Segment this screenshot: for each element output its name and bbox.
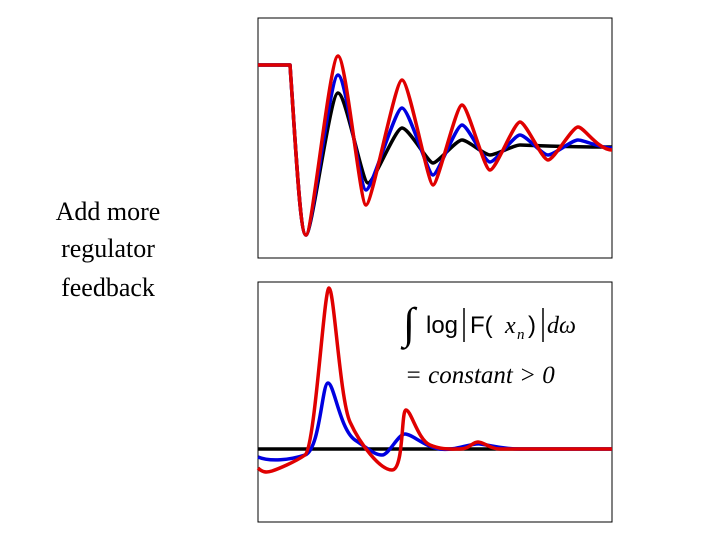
formula-sub: n <box>517 327 525 343</box>
formula-x: x <box>504 313 516 339</box>
label-line: feedback <box>61 273 155 302</box>
top-panel <box>257 17 613 259</box>
formula-log: log <box>426 312 458 339</box>
curve-red <box>256 286 612 474</box>
formula-f: F( <box>470 312 493 339</box>
curve-red <box>258 54 613 237</box>
formula-close: ) <box>528 312 536 339</box>
label-line: Add more <box>56 197 161 226</box>
formula-integral: ∫ <box>400 299 418 350</box>
label-line: regulator <box>61 234 155 263</box>
formula-domega: dω <box>547 313 576 339</box>
formula-line2: = constant > 0 <box>405 362 555 389</box>
